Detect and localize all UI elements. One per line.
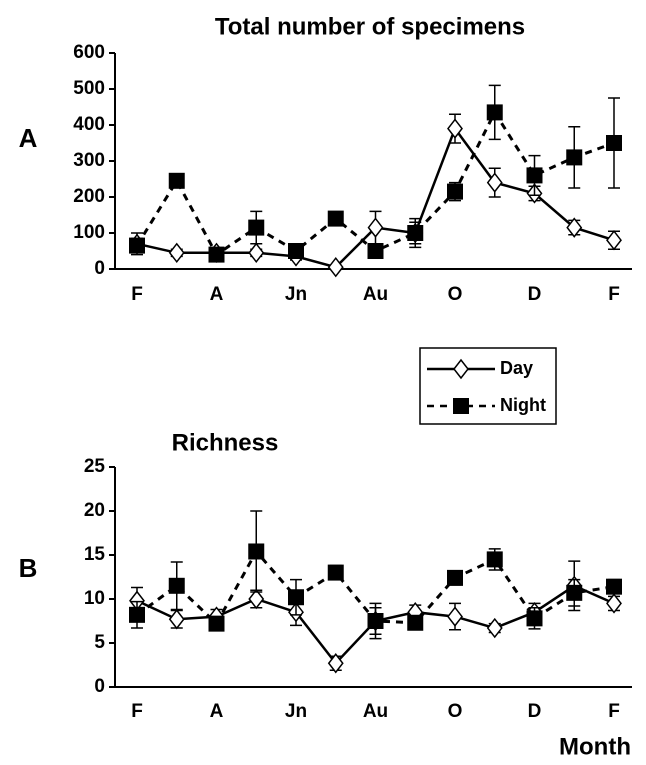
marker xyxy=(566,584,583,601)
y-tick-label: 200 xyxy=(73,186,105,207)
x-axis-label: Month xyxy=(559,733,631,760)
y-tick-label: 500 xyxy=(73,78,105,99)
marker xyxy=(486,617,503,639)
marker xyxy=(327,210,344,227)
x-tick-label: A xyxy=(210,701,224,722)
marker xyxy=(327,256,344,278)
marker xyxy=(208,615,225,632)
marker xyxy=(168,609,185,630)
marker xyxy=(288,589,304,606)
y-tick-label: 20 xyxy=(84,500,105,521)
marker xyxy=(566,217,583,238)
marker xyxy=(248,219,265,236)
marker xyxy=(367,217,384,238)
legend-box xyxy=(419,347,557,425)
marker xyxy=(208,246,225,263)
marker xyxy=(606,229,622,251)
x-tick-label: A xyxy=(210,284,224,305)
x-tick-label: O xyxy=(448,284,463,305)
y-tick-label: 0 xyxy=(94,676,105,697)
marker xyxy=(606,135,622,151)
legend-label: Night xyxy=(500,395,546,415)
x-tick-label: D xyxy=(528,701,542,722)
marker xyxy=(327,653,344,674)
marker xyxy=(129,606,145,623)
legend-marker xyxy=(453,358,469,380)
x-tick-label: F xyxy=(608,701,620,722)
marker xyxy=(168,172,185,189)
marker xyxy=(526,167,543,184)
marker xyxy=(447,118,463,139)
marker xyxy=(367,243,384,259)
marker xyxy=(606,578,622,595)
y-tick-label: 0 xyxy=(94,258,105,279)
marker xyxy=(486,172,503,193)
y-tick-label: 100 xyxy=(73,222,105,243)
x-tick-label: F xyxy=(131,701,143,722)
legend-label: Day xyxy=(500,358,533,378)
x-tick-label: D xyxy=(528,284,542,305)
marker xyxy=(248,588,265,610)
y-tick-label: 25 xyxy=(84,456,106,477)
chart-title: Richness xyxy=(172,429,279,456)
marker xyxy=(168,577,185,594)
marker xyxy=(447,606,463,627)
marker xyxy=(486,551,503,568)
x-tick-label: Au xyxy=(363,701,388,722)
marker xyxy=(606,593,622,614)
x-tick-label: F xyxy=(131,284,143,305)
marker xyxy=(248,242,265,264)
y-tick-label: 15 xyxy=(84,544,106,565)
panel-label: B xyxy=(19,553,38,583)
marker xyxy=(288,243,304,259)
x-tick-label: Jn xyxy=(285,701,307,722)
y-tick-label: 400 xyxy=(73,114,105,135)
x-tick-label: Au xyxy=(363,284,388,305)
x-tick-label: Jn xyxy=(285,284,307,305)
x-tick-label: O xyxy=(448,701,463,722)
y-tick-label: 300 xyxy=(73,150,105,171)
marker xyxy=(129,237,145,254)
marker xyxy=(248,543,265,560)
panel-label: A xyxy=(19,123,38,153)
marker xyxy=(168,242,185,264)
marker xyxy=(367,613,384,629)
marker xyxy=(526,610,543,627)
marker xyxy=(486,104,503,121)
x-tick-label: F xyxy=(608,284,620,305)
y-tick-label: 600 xyxy=(73,42,105,63)
marker xyxy=(447,569,463,586)
marker xyxy=(407,225,424,241)
legend-marker xyxy=(453,398,469,414)
marker xyxy=(566,149,583,166)
y-tick-label: 10 xyxy=(84,588,105,609)
marker xyxy=(407,614,424,631)
marker xyxy=(447,183,463,200)
y-tick-label: 5 xyxy=(94,632,105,653)
chart-title: Total number of specimens xyxy=(215,13,525,40)
marker xyxy=(327,564,344,581)
